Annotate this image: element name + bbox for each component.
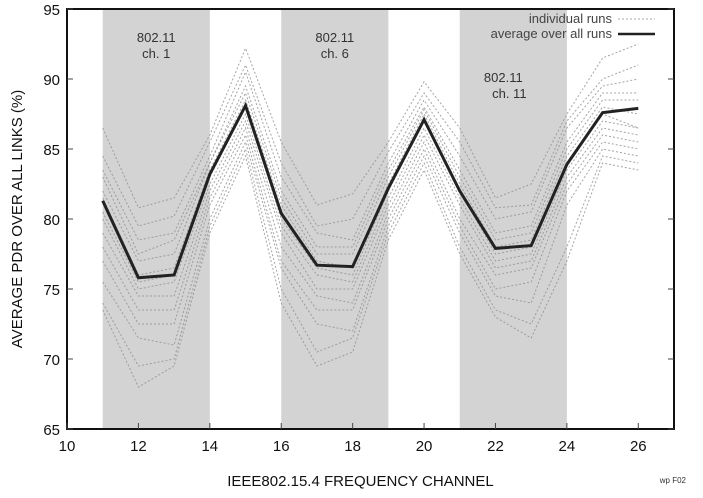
x-tick-label: 18 (344, 438, 361, 455)
legend-label-average: average over all runs (491, 26, 613, 41)
x-axis-title: IEEE802.15.4 FREQUENCY CHANNEL (227, 473, 494, 490)
individual-run-line-9 (102, 119, 639, 297)
x-tick-label: 22 (487, 438, 504, 455)
x-axis-ticks: 10 12 14 16 18 20 22 24 26 (59, 423, 647, 455)
x-tick-label: 16 (273, 438, 290, 455)
legend: individual runs average over all runs (491, 11, 655, 41)
y-axis-ticks: 65 70 75 80 85 90 95 (43, 2, 674, 439)
y-tick-label: 75 (43, 282, 60, 299)
x-tick-label: 24 (559, 438, 576, 455)
band-label-line2: ch. 1 (142, 46, 170, 61)
y-tick-label: 80 (43, 212, 60, 229)
y-tick-label: 95 (43, 2, 60, 19)
individual-run-line-6 (102, 98, 639, 276)
x-tick-label: 26 (630, 438, 647, 455)
y-tick-label: 70 (43, 352, 60, 369)
band-label-line2: ch. 11 (492, 86, 526, 101)
band-label-line2: ch. 6 (321, 46, 349, 61)
band-label-line1: 802.11 (315, 30, 354, 45)
individual-run-line-4 (102, 84, 639, 255)
average-line (101, 101, 639, 280)
y-axis-title: AVERAGE PDR OVER ALL LINKS (%) (9, 90, 26, 348)
individual-run-line-12 (102, 140, 639, 346)
y-tick-label: 85 (43, 142, 60, 159)
figure-footnote: wp F02 (659, 476, 687, 485)
individual-run-lines (102, 43, 639, 388)
x-tick-label: 12 (130, 438, 147, 455)
band-label-line1: 802.11 (137, 30, 176, 45)
y-tick-label: 65 (43, 422, 60, 439)
individual-run-line-3 (102, 70, 639, 241)
legend-label-individual-runs: individual runs (529, 11, 613, 26)
shaded-band-2 (281, 9, 389, 429)
individual-run-line-11 (102, 133, 639, 325)
individual-run-line-2 (102, 63, 639, 227)
individual-run-line-1 (102, 43, 639, 209)
individual-run-line-13 (102, 147, 639, 367)
x-tick-label: 14 (201, 438, 218, 455)
individual-run-line-14 (102, 154, 639, 388)
y-tick-label: 90 (43, 72, 60, 89)
band-label-line1: 802.11 (484, 70, 523, 85)
x-tick-label: 20 (416, 438, 433, 455)
average-line-group (101, 101, 639, 280)
x-tick-label: 10 (59, 438, 76, 455)
